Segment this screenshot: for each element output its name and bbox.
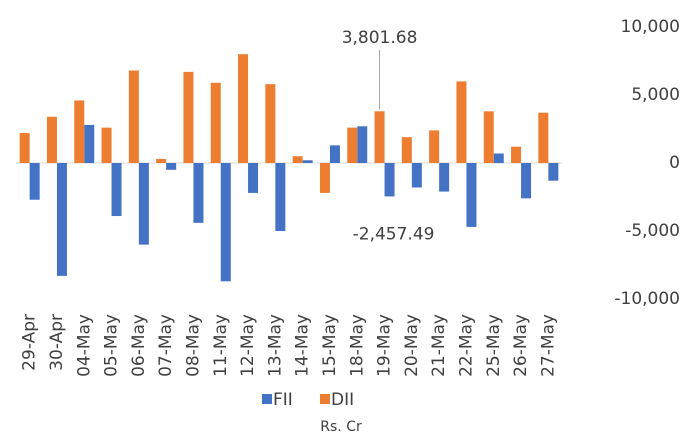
bar [220,163,231,282]
bar [193,163,204,223]
data-label: -2,457.49 [353,224,435,244]
bar [401,137,412,163]
y-tick-label: 10,000 [621,17,680,37]
bar [329,145,340,163]
x-tick-label: 07-May [156,314,176,377]
x-tick-label: 29-Apr [20,314,40,371]
bar [483,111,494,163]
x-tick-label: 20-May [402,314,422,377]
bar [429,130,440,163]
bar [183,71,194,163]
bar [166,163,177,170]
bar [248,163,259,193]
bar [101,127,112,163]
bar [466,163,477,227]
bar [128,70,139,163]
bar [456,81,467,163]
bar [84,124,95,163]
legend-swatch [320,394,330,404]
y-tick-label: 0 [669,153,680,173]
x-tick-label: 08-May [183,314,203,377]
bar [374,111,385,163]
x-tick-label: 05-May [102,314,122,377]
bar [493,153,504,163]
bar [548,163,559,181]
y-tick-label: 5,000 [631,85,680,105]
bar [521,163,532,199]
x-tick-label: 04-May [74,314,94,377]
bar [138,163,149,245]
x-tick-label: 13-May [265,314,285,377]
bar [56,163,67,276]
x-tick-label: 18-May [347,314,367,377]
x-tick-label: 15-May [320,314,340,377]
bar [357,126,368,163]
bar [319,163,330,193]
bar [292,156,303,163]
bar [265,84,276,163]
bar [302,160,313,163]
x-axis-title: Rs. Cr [320,419,362,432]
bar [156,158,167,163]
x-tick-label: 11-May [211,314,231,377]
x-tick-label: 14-May [293,314,313,377]
x-tick-label: 25-May [484,314,504,377]
bar [511,146,522,163]
bar [74,100,85,163]
y-tick-label: -10,000 [614,289,680,309]
bar [275,163,286,231]
bar [384,163,395,197]
bar [439,163,450,192]
bar [347,127,358,163]
legend-label: DII [331,390,354,410]
bar [19,133,30,163]
data-label: 3,801.68 [342,28,418,48]
x-tick-label: 22-May [456,314,476,377]
bar [210,82,221,163]
bar [411,163,422,188]
x-tick-label: 26-May [511,314,531,377]
x-tick-label: 27-May [538,314,558,377]
x-tick-label: 06-May [129,314,149,377]
bar [29,163,40,200]
x-tick-label: 19-May [375,314,395,377]
bar [111,163,122,217]
x-tick-label: 30-Apr [47,314,67,371]
bar [538,112,549,163]
y-tick-label: -5,000 [625,221,680,241]
x-tick-label: 12-May [238,314,258,377]
x-tick-label: 21-May [429,314,449,377]
bar [46,116,57,163]
legend-swatch [262,394,272,404]
legend-label: FII [273,390,293,410]
bar [238,54,249,164]
